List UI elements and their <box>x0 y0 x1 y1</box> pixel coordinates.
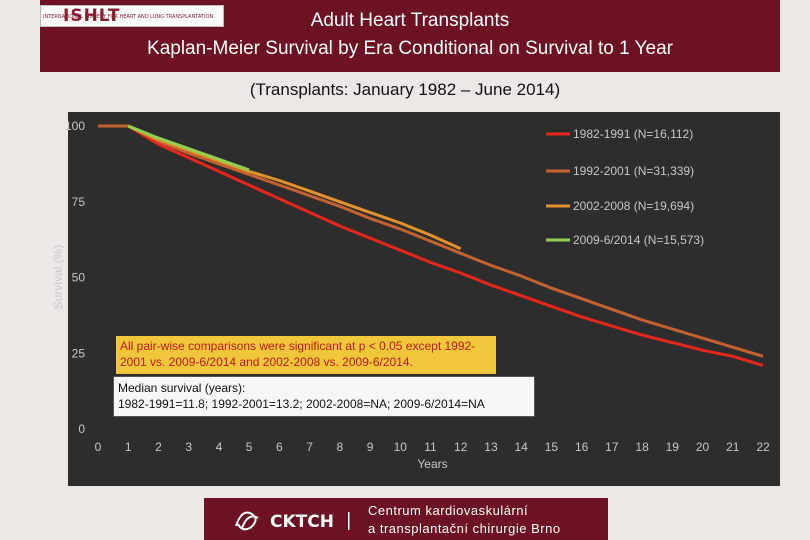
y-axis-label: Survival (%) <box>51 245 65 310</box>
x-tick-label: 3 <box>185 440 192 454</box>
footer-line2: a transplantační chirurgie Brno <box>368 521 561 536</box>
x-tick-label: 6 <box>276 440 283 454</box>
legend-label: 1992-2001 (N=31,339) <box>573 164 694 178</box>
x-tick-label: 22 <box>756 440 770 454</box>
y-tick-label: 100 <box>65 119 85 133</box>
x-tick-label: 1 <box>125 440 132 454</box>
ishlt-logo: ISHLT INTERNATIONAL SOCIETY FOR HEART AN… <box>40 5 224 27</box>
y-tick-label: 50 <box>72 271 86 285</box>
significance-note: All pair-wise comparisons were significa… <box>116 336 496 374</box>
legend-label: 2009-6/2014 (N=15,573) <box>573 233 704 247</box>
x-tick-label: 10 <box>394 440 408 454</box>
cktch-logo: CKTCH <box>235 511 350 532</box>
x-tick-label: 15 <box>545 440 559 454</box>
x-tick-label: 20 <box>696 440 710 454</box>
x-tick-label: 13 <box>484 440 498 454</box>
median-survival-values: 1982-1991=11.8; 1992-2001=13.2; 2002-200… <box>118 397 485 411</box>
x-tick-label: 16 <box>575 440 589 454</box>
x-tick-label: 0 <box>95 440 102 454</box>
y-tick-label: 75 <box>72 195 86 209</box>
x-tick-label: 12 <box>454 440 468 454</box>
x-tick-label: 4 <box>216 440 223 454</box>
footer-line1: Centrum kardiovaskulární <box>368 503 529 518</box>
footer-institution: Centrum kardiovaskulární a transplantačn… <box>368 502 561 538</box>
median-survival-note: Median survival (years): 1982-1991=11.8;… <box>113 376 535 417</box>
ishlt-logo-text: ISHLT <box>63 6 121 26</box>
x-tick-label: 5 <box>246 440 253 454</box>
series-line-1 <box>98 124 764 367</box>
x-tick-label: 17 <box>605 440 619 454</box>
median-survival-heading: Median survival (years): <box>118 381 246 395</box>
series-line-4 <box>127 124 250 172</box>
page-subtitle: Kaplan-Meier Survival by Era Conditional… <box>147 38 673 59</box>
page-title: Adult Heart Transplants <box>310 10 510 31</box>
x-tick-label: 18 <box>635 440 649 454</box>
x-tick-label: 2 <box>155 440 162 454</box>
x-tick-label: 9 <box>367 440 374 454</box>
x-tick-label: 19 <box>666 440 680 454</box>
x-axis-label: Years <box>417 457 447 471</box>
y-tick-label: 25 <box>72 346 86 360</box>
x-tick-label: 8 <box>336 440 343 454</box>
heart-swirl-icon <box>235 511 259 531</box>
legend-label: 2002-2008 (N=19,694) <box>573 199 694 213</box>
x-tick-label: 11 <box>424 440 437 454</box>
footer-banner <box>204 498 608 540</box>
cktch-logo-text: CKTCH <box>270 512 334 532</box>
x-tick-label: 21 <box>726 440 740 454</box>
x-tick-label: 7 <box>306 440 313 454</box>
legend-label: 1982-1991 (N=16,112) <box>573 127 693 141</box>
chart-panel <box>68 112 780 486</box>
y-tick-label: 0 <box>78 422 85 436</box>
series-line-2 <box>98 124 764 358</box>
x-tick-label: 14 <box>515 440 529 454</box>
ishlt-logo-subtext: INTERNATIONAL SOCIETY FOR HEART AND LUNG… <box>43 14 214 20</box>
transplant-period: (Transplants: January 1982 – June 2014) <box>249 80 561 99</box>
